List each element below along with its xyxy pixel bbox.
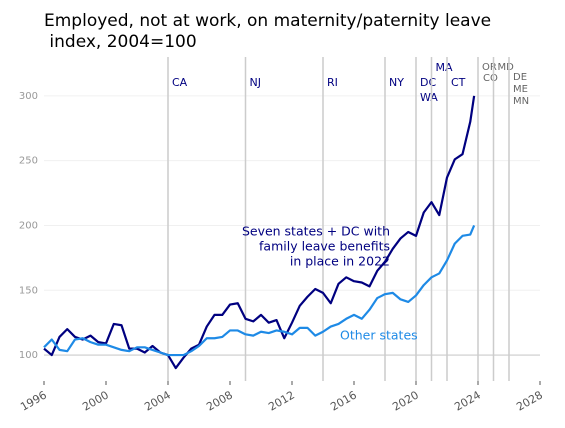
y-tick-label: 300	[19, 91, 38, 102]
event-label: CT	[451, 76, 466, 89]
x-tick-label: 2028	[514, 388, 545, 413]
event-label: DE	[513, 72, 527, 83]
x-tick-label: 2024	[452, 388, 483, 413]
y-tick-label: 250	[19, 156, 38, 167]
x-tick-label: 2004	[142, 388, 173, 413]
event-label: RI	[327, 76, 338, 89]
event-label: CO	[483, 73, 498, 84]
x-tick-label: 2012	[266, 388, 297, 413]
x-tick-label: 2008	[204, 388, 235, 413]
annotation: Other states	[340, 328, 418, 343]
x-tick-label: 2000	[80, 388, 111, 413]
y-tick-label: 200	[19, 220, 38, 231]
event-label: DC	[420, 76, 436, 89]
x-tick-label: 1996	[18, 388, 49, 413]
event-label: NJ	[250, 76, 261, 89]
series-line	[43, 225, 476, 357]
event-label: CA	[172, 76, 188, 89]
event-label: MA	[436, 61, 453, 74]
event-label: NY	[389, 76, 404, 89]
series-line	[43, 95, 476, 370]
event-label: OR	[482, 62, 497, 73]
annotation: Seven states + DC with	[242, 224, 390, 239]
annotation: family leave benefits	[259, 239, 390, 254]
x-tick-label: 2016	[328, 388, 359, 413]
chart-title: index, 2004=100	[44, 32, 197, 52]
chart-title: Employed, not at work, on maternity/pate…	[44, 11, 491, 31]
event-label: ME	[513, 84, 528, 95]
x-tick-label: 2020	[390, 388, 421, 413]
event-label: MD	[498, 62, 515, 73]
event-label: MN	[513, 96, 529, 107]
y-tick-label: 100	[19, 350, 38, 361]
y-tick-label: 150	[19, 285, 38, 296]
annotation: in place in 2022	[290, 254, 390, 269]
event-label: WA	[420, 91, 438, 104]
